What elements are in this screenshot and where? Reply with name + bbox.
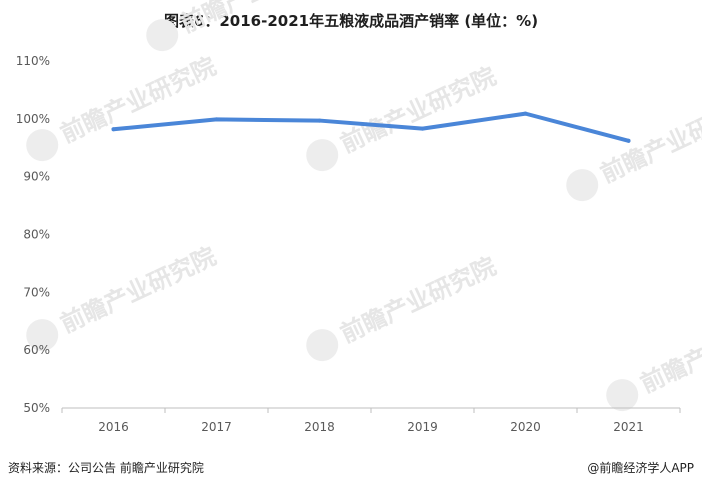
chart-title: 图表6：2016-2021年五粮液成品酒产销率 (单位：%) <box>163 12 539 30</box>
watermark: 前瞻产业研究院 <box>26 52 220 162</box>
svg-text:前瞻产业研究院: 前瞻产业研究院 <box>336 252 500 348</box>
y-tick-label: 100% <box>16 112 50 126</box>
x-tick-label: 2016 <box>98 420 129 434</box>
watermark: 前瞻产业研究院 <box>306 252 500 362</box>
svg-text:前瞻产业研究院: 前瞻产业研究院 <box>56 52 220 148</box>
watermark: 前瞻产业研究院 <box>306 62 500 172</box>
brand-credit: @前瞻经济学人APP <box>587 461 694 475</box>
x-axis-ticks: 2016 2017 2018 2019 2020 2021 <box>61 408 681 434</box>
data-point <box>317 118 322 123</box>
watermark: 前瞻产业研究院 <box>606 302 702 412</box>
series-layer <box>111 111 631 143</box>
y-tick-label: 60% <box>23 343 50 357</box>
y-axis-ticks: 50% 60% 70% 80% 90% 100% 110% <box>16 54 50 415</box>
series-line <box>111 111 631 143</box>
source-note: 资料来源：公司公告 前瞻产业研究院 <box>8 461 204 475</box>
data-point <box>420 126 425 131</box>
svg-text:前瞻产业研究院: 前瞻产业研究院 <box>596 92 702 188</box>
svg-text:前瞻产业研究院: 前瞻产业研究院 <box>636 302 702 398</box>
svg-text:前瞻产业研究院: 前瞻产业研究院 <box>56 242 220 338</box>
data-point <box>111 127 116 132</box>
y-tick-label: 50% <box>23 401 50 415</box>
watermark: 前瞻产业研究院 <box>26 242 220 352</box>
x-tick-label: 2020 <box>510 420 541 434</box>
data-point <box>626 138 631 143</box>
svg-text:前瞻产业研究院: 前瞻产业研究院 <box>176 0 340 38</box>
svg-text:前瞻产业研究院: 前瞻产业研究院 <box>336 62 500 158</box>
y-tick-label: 110% <box>16 54 50 68</box>
y-tick-label: 90% <box>23 170 50 184</box>
watermark: 前瞻产业研究院 <box>566 92 702 202</box>
y-tick-label: 80% <box>23 228 50 242</box>
watermark: 前瞻产业研究院 <box>146 0 340 52</box>
data-point <box>523 111 528 116</box>
x-tick-label: 2018 <box>304 420 335 434</box>
data-point <box>214 117 219 122</box>
x-tick-label: 2017 <box>201 420 232 434</box>
y-tick-label: 70% <box>23 285 50 299</box>
x-tick-label: 2019 <box>407 420 438 434</box>
x-tick-label: 2021 <box>613 420 644 434</box>
